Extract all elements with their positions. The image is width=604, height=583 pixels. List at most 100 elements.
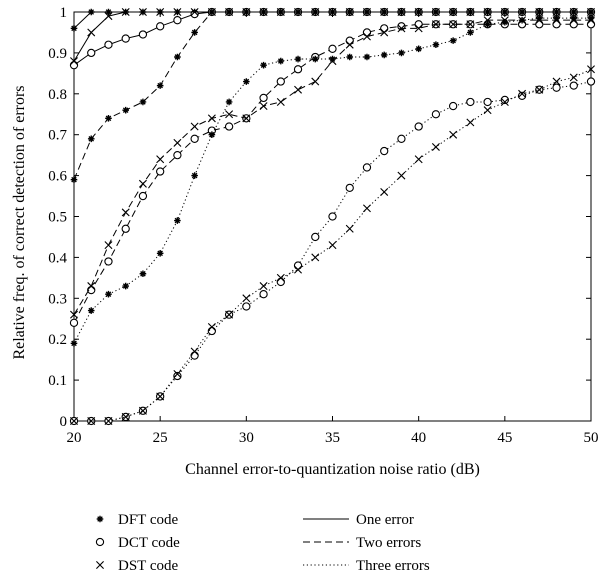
data-point [276, 277, 285, 287]
data-point [311, 77, 320, 86]
data-point [139, 98, 147, 106]
data-point [191, 29, 198, 36]
data-point [449, 37, 457, 44]
data-point [156, 22, 165, 31]
data-point [190, 8, 199, 16]
data-point [69, 318, 79, 327]
data-point [121, 412, 130, 421]
data-point [518, 16, 526, 24]
data-point [466, 118, 475, 127]
data-point [587, 65, 595, 74]
data-point [569, 81, 578, 90]
data-point [87, 28, 96, 37]
data-point [174, 217, 181, 224]
data-point [328, 212, 337, 221]
data-point [363, 53, 371, 61]
data-point [484, 8, 491, 16]
data-point [535, 20, 544, 29]
data-point [260, 8, 267, 16]
data-point [500, 97, 509, 106]
data-point [293, 65, 303, 74]
data-point [448, 101, 458, 111]
data-point [380, 146, 389, 156]
data-point [138, 406, 147, 415]
data-point [294, 265, 303, 274]
data-point [207, 326, 217, 336]
data-point [586, 77, 596, 86]
data-point [105, 290, 112, 298]
data-point [431, 110, 441, 119]
data-point [121, 34, 130, 43]
data-point [311, 253, 320, 262]
data-point [415, 8, 422, 16]
data-point [173, 138, 182, 147]
data-point [260, 61, 267, 69]
data-point [466, 20, 475, 29]
data-point [553, 8, 560, 16]
data-point [173, 369, 182, 378]
data-point [138, 191, 148, 201]
data-point [105, 115, 112, 122]
data-point [294, 55, 302, 63]
legend-label: DCT code [118, 535, 180, 551]
y-tick-label: 0 [60, 414, 68, 430]
data-point [293, 261, 303, 270]
data-point [414, 20, 423, 29]
series-line [74, 81, 592, 422]
data-point [70, 310, 78, 319]
data-point [173, 150, 182, 160]
data-point [362, 32, 371, 41]
data-point [362, 163, 372, 172]
data-point [104, 12, 113, 21]
x-tick-label: 50 [584, 430, 599, 446]
data-point [398, 8, 405, 16]
data-point [276, 77, 285, 86]
data-point [345, 224, 354, 233]
legend-label: Three errors [356, 558, 430, 574]
x-axis-label: Channel error-to-quantization noise rati… [185, 461, 480, 478]
data-point [104, 257, 113, 266]
data-point [586, 20, 596, 29]
data-point [70, 339, 78, 347]
data-point [362, 28, 372, 37]
data-point [121, 208, 130, 217]
data-point [87, 282, 96, 291]
data-point [380, 8, 388, 16]
data-point [432, 8, 440, 16]
data-point [174, 53, 181, 61]
data-point [207, 114, 216, 123]
data-point [122, 282, 129, 290]
data-point [121, 8, 130, 16]
data-point [552, 20, 561, 29]
data-point [225, 8, 233, 16]
data-point [535, 85, 544, 94]
data-point [518, 8, 526, 16]
data-point [432, 41, 440, 49]
series-line [73, 19, 591, 315]
data-point [138, 179, 147, 188]
data-point [122, 106, 129, 114]
data-point [294, 85, 303, 94]
data-point [414, 155, 423, 164]
data-point [397, 24, 406, 33]
data-point [259, 282, 268, 291]
x-tick-label: 20 [67, 430, 82, 446]
data-point [208, 131, 216, 138]
data-point [70, 176, 78, 183]
data-point [104, 417, 113, 425]
series-7 [69, 77, 596, 426]
y-tick-label: 0.9 [48, 46, 67, 62]
data-point [70, 25, 78, 32]
data-point [552, 77, 561, 86]
y-tick-label: 0.4 [48, 250, 67, 266]
data-point [190, 122, 199, 131]
data-point [104, 241, 113, 250]
data-point [191, 172, 198, 179]
data-point [242, 302, 251, 311]
data-point [431, 142, 440, 151]
data-point [224, 122, 234, 131]
data-point [329, 8, 336, 16]
data-point [87, 48, 96, 58]
data-point [156, 250, 164, 257]
